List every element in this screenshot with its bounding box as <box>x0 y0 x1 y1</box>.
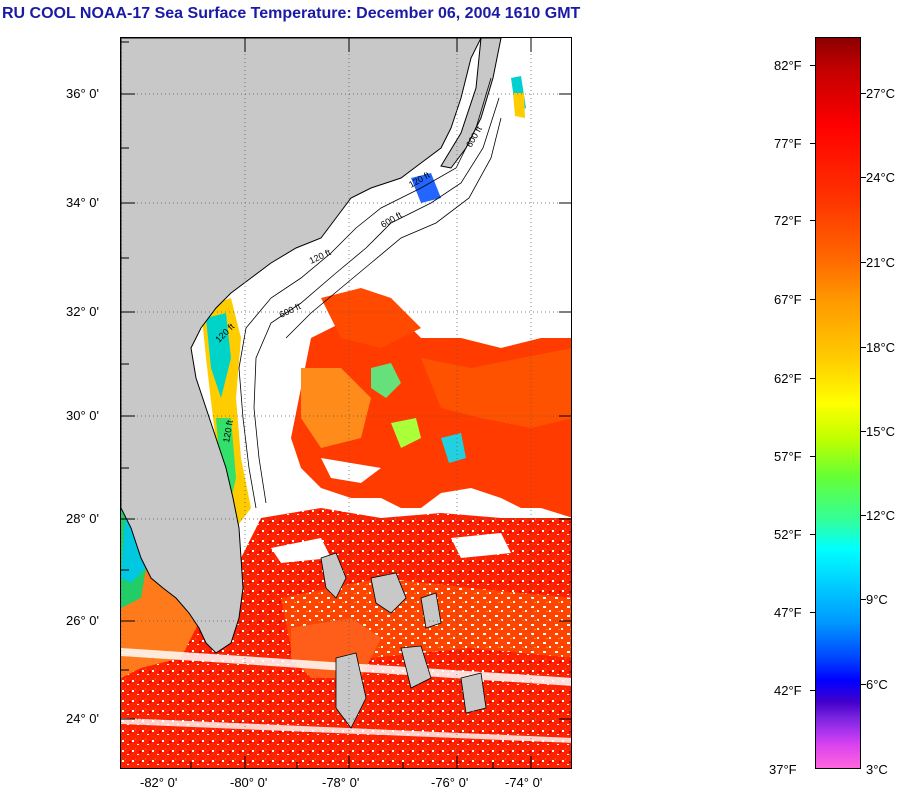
colorbar-f-label: 37°F <box>769 762 797 777</box>
lon-label-82: -82° 0' <box>140 775 178 790</box>
colorbar-c-label: 21°C <box>866 255 896 270</box>
colorbar-f-label: 72°F <box>774 213 802 228</box>
lat-label-36: 36° 0' <box>66 86 99 101</box>
axis-ticks <box>121 38 571 768</box>
lat-label-34: 34° 0' <box>66 195 99 210</box>
colorbar-c-label: 12°C <box>866 508 896 523</box>
lat-label-30: 30° 0' <box>66 408 99 423</box>
colorbar-f-label: 82°F <box>774 58 802 73</box>
colorbar-f-label: 47°F <box>774 605 802 620</box>
colorbar-f-label: 77°F <box>774 136 802 151</box>
isobath-label: 120 ft <box>308 247 333 266</box>
colorbar-c-label: 3°C <box>866 762 888 777</box>
colorbar-f-label: 62°F <box>774 371 802 386</box>
temperature-colorbar <box>815 37 861 769</box>
colorbar-f-label: 52°F <box>774 527 802 542</box>
graticule <box>121 38 571 768</box>
sst-map: 120 ft 600 ft 120 ft 600 ft 120 ft 600 f… <box>120 37 572 769</box>
isobath-label: 120 ft <box>221 419 235 443</box>
colorbar-c-label: 9°C <box>866 592 888 607</box>
isobath-label: 600 ft <box>379 210 404 230</box>
colorbar-c-label: 24°C <box>866 170 896 185</box>
isobath-label: 600 ft <box>278 301 303 320</box>
colorbar-c-label: 27°C <box>866 86 896 101</box>
lon-label-80: -80° 0' <box>230 775 268 790</box>
colorbar-c-label: 6°C <box>866 677 888 692</box>
colorbar-c-label: 15°C <box>866 424 896 439</box>
lon-label-74: -74° 0' <box>505 775 543 790</box>
lat-label-32: 32° 0' <box>66 304 99 319</box>
page-title: RU COOL NOAA-17 Sea Surface Temperature:… <box>2 5 581 22</box>
colorbar-c-label: 18°C <box>866 340 896 355</box>
isobath-contours <box>238 77 502 509</box>
lat-label-26: 26° 0' <box>66 613 99 628</box>
lat-label-28: 28° 0' <box>66 511 99 526</box>
sst-map-canvas: 120 ft 600 ft 120 ft 600 ft 120 ft 600 f… <box>121 38 571 768</box>
colorbar-f-label: 42°F <box>774 683 802 698</box>
lat-label-24: 24° 0' <box>66 711 99 726</box>
landmass-layer <box>121 38 502 729</box>
lon-label-76: -76° 0' <box>431 775 469 790</box>
lon-label-78: -78° 0' <box>322 775 360 790</box>
colorbar-f-label: 67°F <box>774 292 802 307</box>
colorbar-f-label: 57°F <box>774 449 802 464</box>
